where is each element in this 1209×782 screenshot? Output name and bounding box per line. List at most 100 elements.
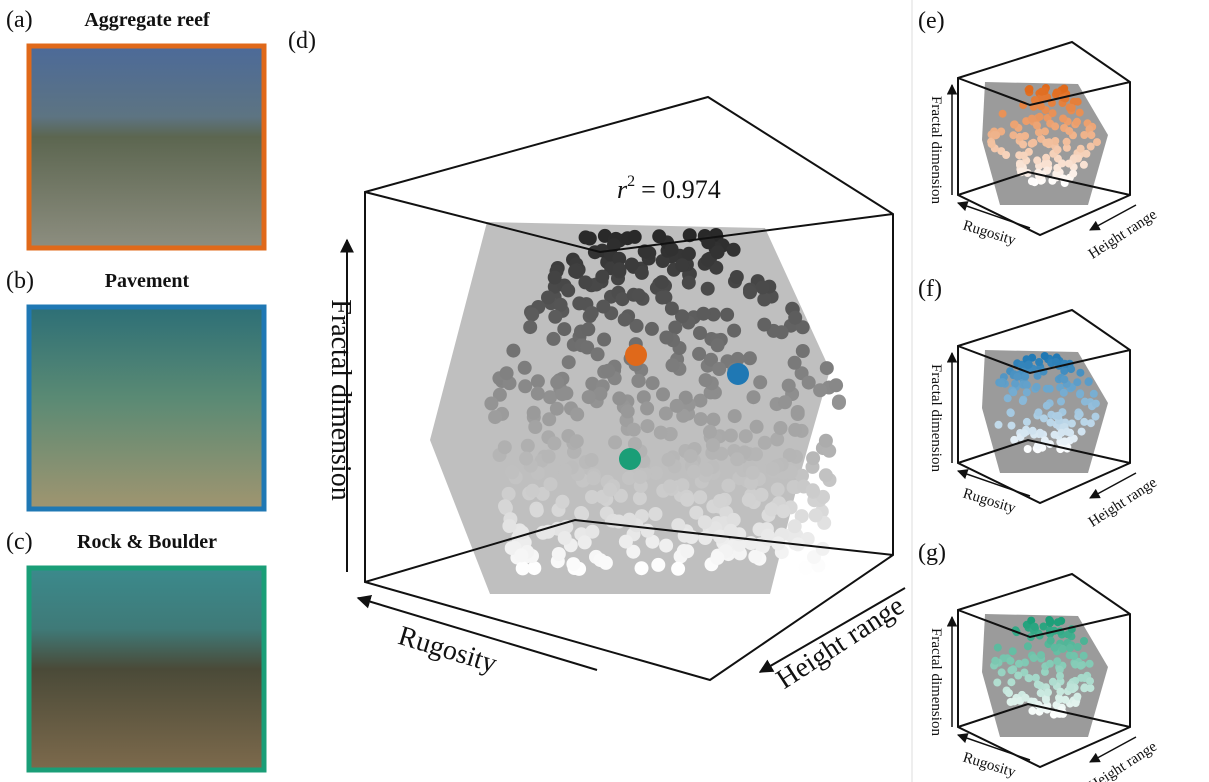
point (612, 391, 626, 405)
point (1076, 410, 1084, 418)
point (680, 544, 694, 558)
point (788, 311, 802, 325)
point (1033, 122, 1041, 130)
point (819, 468, 833, 482)
point (1035, 408, 1043, 416)
point (1080, 131, 1088, 139)
point (1093, 138, 1101, 146)
point (1023, 381, 1031, 389)
point (582, 390, 596, 404)
point (1066, 683, 1074, 691)
point (1041, 352, 1049, 360)
point (663, 479, 677, 493)
inset: (f)Fractal dimensionRugosityHeight range (918, 276, 1160, 531)
point (1076, 390, 1084, 398)
point (756, 280, 770, 294)
point (1056, 672, 1064, 680)
point (1013, 373, 1021, 381)
point (1054, 618, 1062, 626)
y-axis-label: Fractal dimension (928, 364, 944, 472)
point (1081, 398, 1089, 406)
point (748, 550, 762, 564)
point (1011, 380, 1019, 388)
panel-label: (e) (918, 8, 945, 34)
point (547, 332, 561, 346)
point (514, 548, 528, 562)
point (572, 296, 586, 310)
point (1073, 378, 1081, 386)
point (591, 347, 605, 361)
annotation: r2= 0.974 (617, 173, 721, 204)
point (1036, 113, 1044, 121)
z-axis-label: Height range (771, 590, 910, 695)
point (1060, 389, 1068, 397)
point (612, 262, 626, 276)
point (570, 407, 584, 421)
point (1015, 151, 1023, 159)
point (694, 412, 708, 426)
photo-title: Pavement (105, 270, 190, 292)
point (1053, 89, 1061, 97)
point (1060, 85, 1068, 93)
photo-title: Rock & Boulder (77, 531, 217, 553)
point (1034, 680, 1042, 688)
point (666, 358, 680, 372)
point (742, 493, 756, 507)
point (1051, 644, 1059, 652)
point (1076, 369, 1084, 377)
point (743, 351, 757, 365)
point (612, 515, 626, 529)
point (1042, 696, 1050, 704)
point (544, 477, 558, 491)
point (621, 404, 635, 418)
z-axis-label: Height range (1086, 207, 1160, 263)
point (727, 243, 741, 257)
point (1052, 358, 1060, 366)
point (832, 395, 846, 409)
point (531, 387, 545, 401)
point (550, 375, 564, 389)
point (757, 318, 771, 332)
point (778, 395, 792, 409)
point (665, 242, 679, 256)
point (771, 483, 785, 497)
panel-label: (d) (288, 28, 316, 54)
inset: (e)Fractal dimensionRugosityHeight range (918, 8, 1160, 263)
point (654, 426, 668, 440)
point (562, 355, 576, 369)
photo (29, 307, 264, 509)
point (1033, 383, 1041, 391)
point (1049, 109, 1057, 117)
point (1030, 654, 1038, 662)
point (703, 425, 717, 439)
point (525, 307, 539, 321)
point (627, 423, 641, 437)
point (766, 462, 780, 476)
point (1077, 662, 1085, 670)
point (578, 275, 592, 289)
point (1080, 652, 1088, 660)
point (1051, 431, 1059, 439)
point (782, 379, 796, 393)
point (599, 556, 613, 570)
point (1024, 642, 1032, 650)
point (558, 531, 572, 545)
point (1058, 159, 1066, 167)
highlight-point (727, 363, 749, 385)
point (750, 420, 764, 434)
point (548, 271, 562, 285)
point (730, 452, 744, 466)
point (651, 558, 665, 572)
point (1024, 445, 1032, 453)
point (739, 429, 753, 443)
point (1073, 693, 1081, 701)
point (713, 494, 727, 508)
point (997, 379, 1005, 387)
panel-label: (c) (6, 529, 33, 555)
point (521, 439, 535, 453)
point (1020, 429, 1028, 437)
point (641, 524, 655, 538)
point (1092, 400, 1100, 408)
point (601, 364, 615, 378)
point (670, 399, 684, 413)
